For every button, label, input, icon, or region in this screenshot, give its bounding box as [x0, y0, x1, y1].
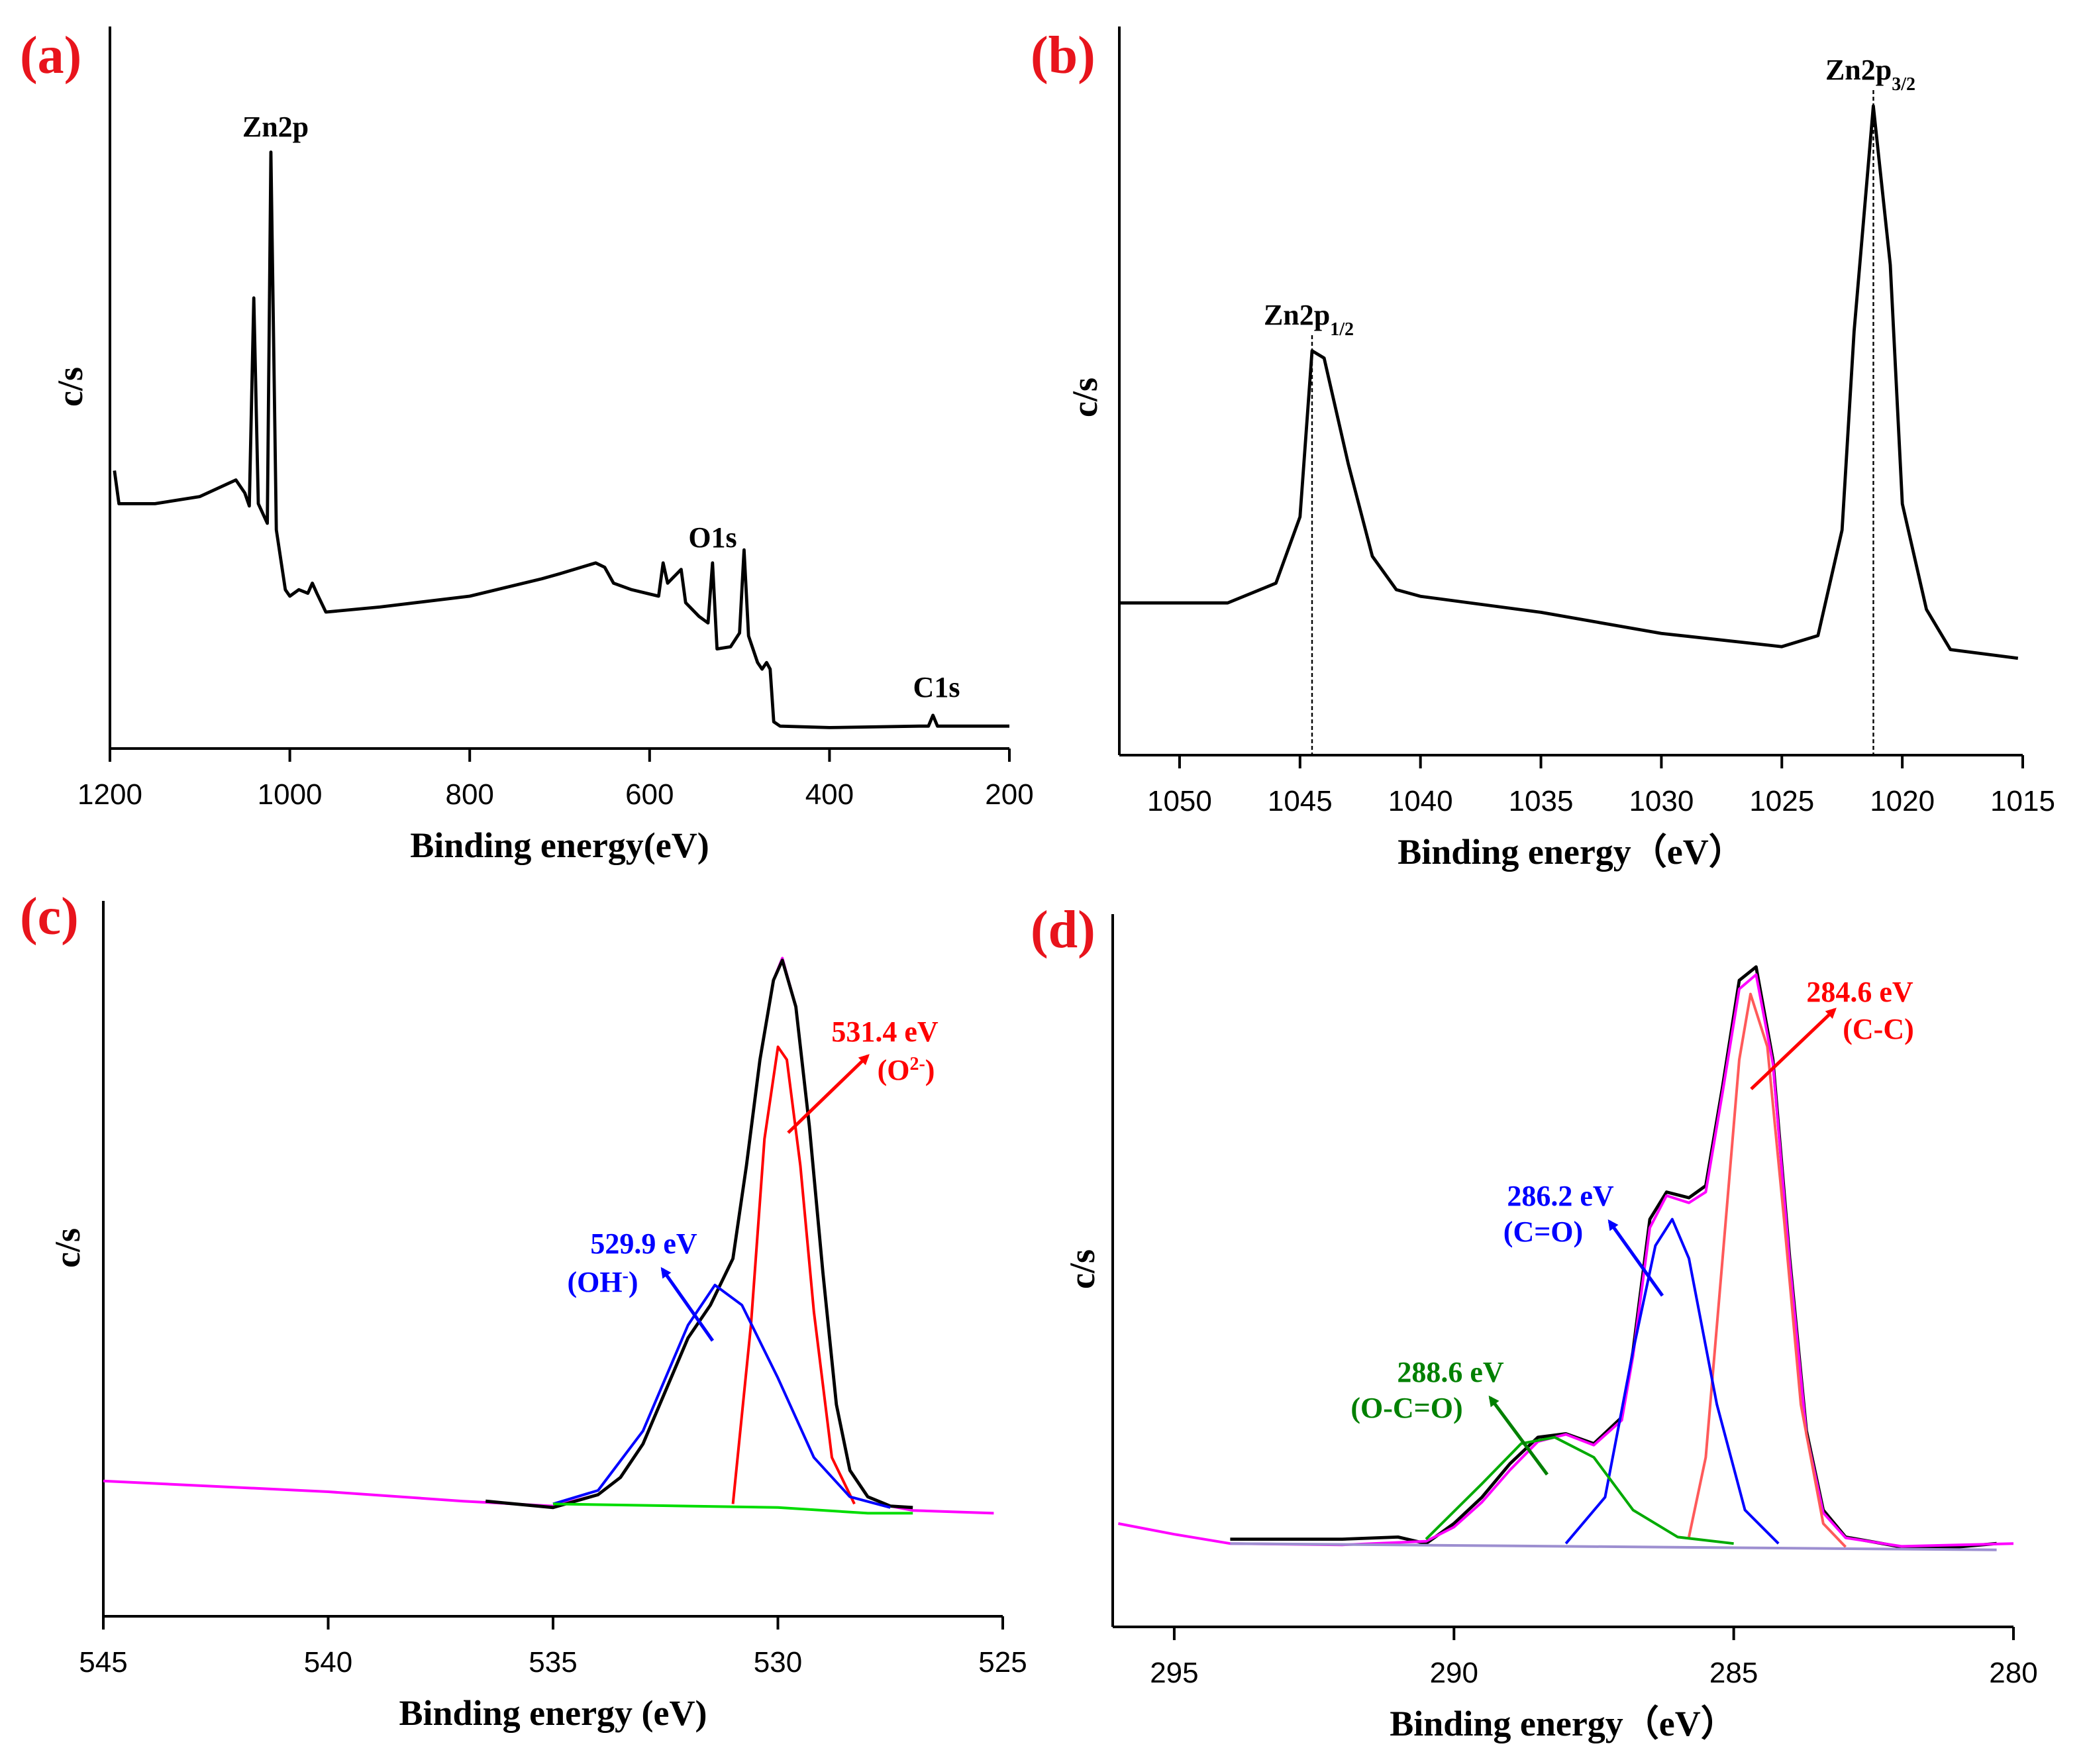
annotation-text: (C=O) — [1503, 1216, 1583, 1248]
x-tick-label: 1035 — [1509, 785, 1574, 817]
x-tick-label: 800 — [445, 778, 493, 811]
y-axis-label: c/s — [50, 367, 90, 407]
annotation-after: ) — [629, 1266, 638, 1298]
annotation-sup: 2- — [909, 1054, 925, 1074]
annotation: (C-C) — [1843, 1013, 1914, 1045]
spectrum-line — [1118, 973, 2014, 1548]
panel-label: (a) — [20, 26, 81, 85]
spectrum-line — [113, 150, 1009, 729]
x-tick-label: 525 — [978, 1646, 1027, 1679]
panel-label: (d) — [1031, 901, 1095, 959]
annotation-text: 286.2 eV — [1507, 1180, 1614, 1212]
annotation-sub: 1/2 — [1330, 319, 1354, 340]
x-axis-label: Binding energy（eV） — [1390, 1704, 1737, 1743]
annotation: 286.2 eV — [1507, 1180, 1614, 1212]
spectrum-line — [552, 1502, 913, 1515]
annotation-text: (C-C) — [1843, 1013, 1914, 1045]
x-tick-label: 1020 — [1870, 785, 1935, 817]
x-tick-label: 530 — [754, 1646, 802, 1679]
spectrum-line — [731, 1045, 856, 1505]
x-tick-label: 400 — [805, 778, 854, 811]
annotation: Zn2p — [242, 111, 309, 143]
annotation: (OH-) — [567, 1266, 638, 1299]
annotation: (C=O) — [1503, 1216, 1583, 1248]
x-tick-label: 1015 — [1990, 785, 2055, 817]
x-tick-label: 1200 — [77, 778, 142, 811]
x-tick-label: 285 — [1709, 1657, 1758, 1689]
x-axis-label: Binding energy (eV) — [399, 1693, 707, 1733]
spectrum-line — [552, 1284, 891, 1509]
annotation-text: 531.4 eV — [831, 1015, 939, 1048]
annotation-text: Zn2p — [1264, 299, 1330, 331]
x-axis-label: Binding energy（eV） — [1398, 832, 1745, 872]
x-tick-label: 200 — [985, 778, 1033, 811]
annotation-text: 284.6 eV — [1806, 976, 1913, 1008]
x-axis-label: Binding energy(eV) — [410, 825, 709, 865]
panel-label: (c) — [20, 888, 79, 946]
spectrum-line — [1230, 1542, 1997, 1551]
spectrum-line — [485, 959, 913, 1510]
annotation-text: (OH — [567, 1266, 622, 1298]
annotation-arrow — [1488, 1395, 1549, 1476]
x-tick-label: 540 — [304, 1646, 352, 1679]
annotation-text: Zn2p — [242, 111, 309, 143]
annotation: O1s — [688, 521, 737, 554]
annotation: Zn2p1/2 — [1264, 299, 1354, 340]
x-tick-label: 280 — [1989, 1657, 2037, 1689]
x-tick-label: 600 — [625, 778, 674, 811]
annotation: 529.9 eV — [590, 1227, 697, 1260]
annotation-text: Zn2p — [1825, 54, 1892, 86]
y-axis-label: c/s — [48, 1228, 87, 1268]
annotation: Zn2p3/2 — [1825, 54, 1915, 95]
annotation: 531.4 eV — [831, 1015, 939, 1048]
annotation-sup: - — [623, 1266, 629, 1286]
annotation-text: (O — [878, 1054, 910, 1086]
annotation: (O2-) — [878, 1054, 935, 1087]
annotation: C1s — [913, 671, 960, 703]
annotation-text: 288.6 eV — [1397, 1356, 1504, 1388]
x-tick-label: 1050 — [1147, 785, 1212, 817]
annotation-text: 529.9 eV — [590, 1227, 697, 1260]
annotation-arrow — [1607, 1219, 1664, 1297]
x-tick-label: 290 — [1430, 1657, 1478, 1689]
x-tick-label: 535 — [529, 1646, 577, 1679]
annotation-arrow — [1750, 1008, 1837, 1090]
annotation: 288.6 eV — [1397, 1356, 1504, 1388]
x-tick-label: 295 — [1150, 1657, 1198, 1689]
annotation-arrow — [787, 1054, 870, 1134]
x-tick-label: 1000 — [258, 778, 323, 811]
annotation-text: C1s — [913, 671, 960, 703]
spectrum-line — [1119, 104, 2019, 660]
annotation-text: O1s — [688, 521, 737, 554]
annotation-sub: 3/2 — [1892, 74, 1915, 95]
x-tick-label: 545 — [79, 1646, 127, 1679]
x-tick-label: 1045 — [1268, 785, 1333, 817]
spectrum-line — [1564, 1218, 1780, 1545]
annotation: (O-C=O) — [1350, 1392, 1462, 1424]
spectrum-line — [1688, 992, 1847, 1548]
annotation-after: ) — [925, 1054, 935, 1086]
x-tick-label: 1030 — [1629, 785, 1694, 817]
annotation: 284.6 eV — [1806, 976, 1913, 1008]
annotation-text: (O-C=O) — [1350, 1392, 1462, 1424]
y-axis-label: c/s — [1065, 378, 1105, 417]
annotation-arrow — [660, 1267, 715, 1342]
panel-label: (b) — [1031, 26, 1095, 85]
x-tick-label: 1040 — [1388, 785, 1453, 817]
spectrum-line — [1425, 1435, 1734, 1545]
y-axis-label: c/s — [1062, 1249, 1102, 1289]
x-tick-label: 1025 — [1749, 785, 1814, 817]
